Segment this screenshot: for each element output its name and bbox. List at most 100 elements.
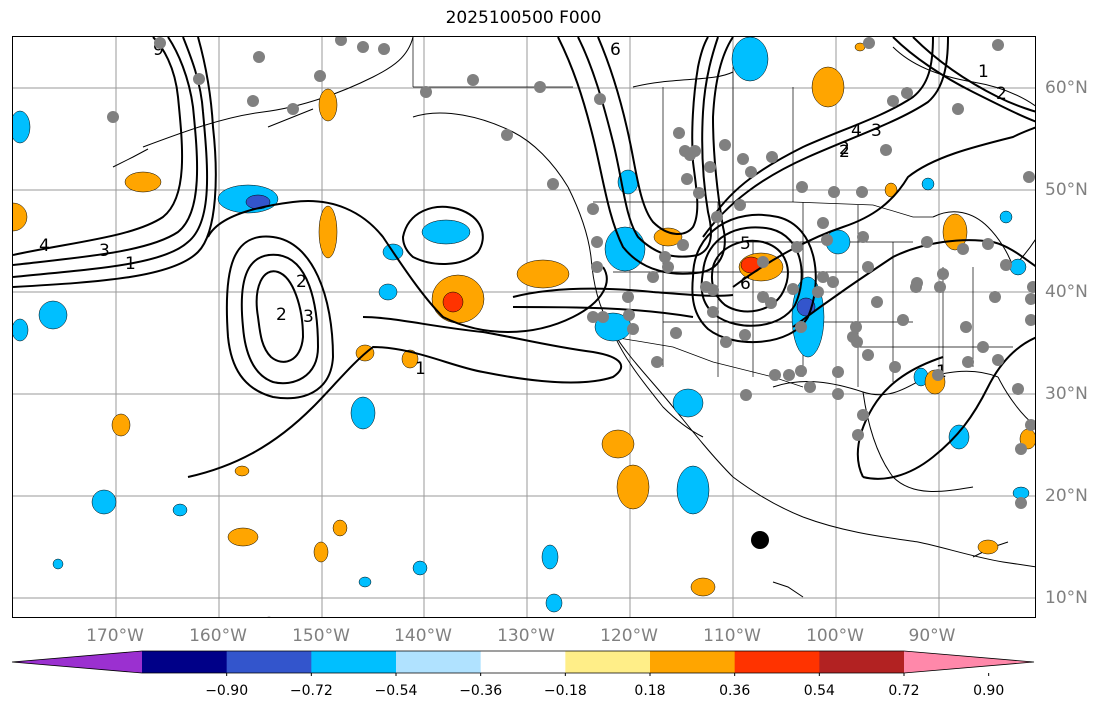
anomaly-shade — [516, 259, 570, 289]
colorbar-tick-label: −0.18 — [543, 683, 587, 699]
lat-label-30n: 30°N — [1045, 384, 1088, 404]
colorbar-segment — [734, 651, 820, 673]
station-marker — [796, 181, 808, 193]
anomaly-shade — [318, 205, 338, 259]
contour-label: 3 — [99, 241, 110, 261]
station-marker — [467, 74, 479, 86]
colorbar-tick-label: −0.90 — [205, 683, 249, 699]
contour-label: 5 — [740, 234, 751, 254]
anomaly-shade — [350, 396, 376, 430]
colorbar-segment — [311, 651, 397, 673]
storm-center-marker — [751, 531, 769, 549]
anomaly-shade — [921, 177, 935, 191]
lat-label-20n: 20°N — [1045, 486, 1088, 506]
station-marker — [534, 81, 546, 93]
station-marker — [1015, 497, 1027, 509]
anomaly-shade — [999, 210, 1013, 224]
anomaly-shade — [541, 544, 559, 570]
station-marker — [734, 199, 746, 211]
station-marker — [1027, 281, 1035, 293]
station-marker — [591, 236, 603, 248]
anomaly-shade — [172, 503, 188, 517]
station-marker — [1000, 259, 1012, 271]
station-marker — [989, 291, 1001, 303]
lon-label-150w: 150°W — [292, 626, 350, 646]
colorbar-extend-high — [904, 651, 1034, 673]
anomaly-shade — [227, 527, 259, 547]
station-marker — [1025, 314, 1035, 326]
anomaly-shade — [676, 465, 710, 515]
anomaly-shade — [91, 489, 117, 515]
station-marker — [1015, 443, 1027, 455]
station-marker — [1025, 293, 1035, 305]
gridlines — [13, 37, 1035, 617]
station-marker — [857, 409, 869, 421]
colorbar-segment — [142, 651, 228, 673]
station-marker — [670, 327, 682, 339]
contour-label: 6 — [740, 274, 751, 294]
colorbar-segment — [396, 651, 482, 673]
contour-label: 3 — [303, 307, 314, 327]
station-marker — [992, 39, 1004, 51]
station-marker — [812, 286, 824, 298]
contours — [13, 37, 1035, 480]
lat-label-40n: 40°N — [1045, 282, 1088, 302]
station-marker — [804, 381, 816, 393]
contour-label: 1 — [978, 62, 989, 82]
station-marker — [314, 70, 326, 82]
station-marker — [547, 178, 559, 190]
colorbar-tick-label: −0.36 — [459, 683, 503, 699]
station-marker — [287, 103, 299, 115]
anomaly-shade — [313, 541, 329, 563]
anomaly-shade — [672, 388, 704, 418]
anomaly-shade — [977, 539, 999, 555]
station-marker — [357, 41, 369, 53]
anomaly-shade — [318, 88, 338, 122]
contour-label: 4 — [39, 236, 50, 256]
station-marker — [719, 139, 731, 151]
station-marker — [769, 369, 781, 381]
station-marker — [962, 356, 974, 368]
station-marker — [862, 261, 874, 273]
station-marker — [821, 234, 833, 246]
station-marker — [850, 321, 862, 333]
anomaly-shade — [545, 593, 563, 613]
station-marker — [587, 203, 599, 215]
contour-label: 2 — [839, 142, 850, 162]
station-marker — [960, 321, 972, 333]
station-marker — [921, 236, 933, 248]
station-marker — [707, 306, 719, 318]
station-marker — [707, 284, 719, 296]
lat-label-10n: 10°N — [1045, 588, 1088, 608]
anomaly-shade — [124, 171, 162, 193]
station-marker — [420, 86, 432, 98]
station-marker — [982, 238, 994, 250]
station-marker — [378, 43, 390, 55]
lat-label-50n: 50°N — [1045, 180, 1088, 200]
lon-label-130w: 130°W — [497, 626, 555, 646]
station-marker — [910, 281, 922, 293]
anomaly-shade — [52, 558, 64, 570]
station-marker — [852, 429, 864, 441]
colorbar-tick-label: −0.54 — [374, 683, 418, 699]
station-marker — [880, 144, 892, 156]
station-marker — [832, 388, 844, 400]
anomaly-shade — [111, 413, 131, 437]
station-marker — [711, 211, 723, 223]
shaded-anomalies — [13, 37, 1035, 617]
contour-label: 1 — [415, 359, 426, 379]
station-marker — [739, 329, 751, 341]
colorbar-tick-label: −0.72 — [289, 683, 333, 699]
anomaly-shade — [38, 300, 68, 330]
anomaly-shade — [442, 291, 464, 313]
station-marker — [856, 186, 868, 198]
station-marker — [647, 271, 659, 283]
contour-label: 6 — [610, 40, 621, 60]
station-marker — [791, 241, 803, 253]
colorbar-segment — [226, 651, 312, 673]
station-marker — [934, 281, 946, 293]
station-marker — [594, 93, 606, 105]
station-marker — [871, 296, 883, 308]
station-markers — [107, 37, 1035, 509]
station-marker — [952, 103, 964, 115]
